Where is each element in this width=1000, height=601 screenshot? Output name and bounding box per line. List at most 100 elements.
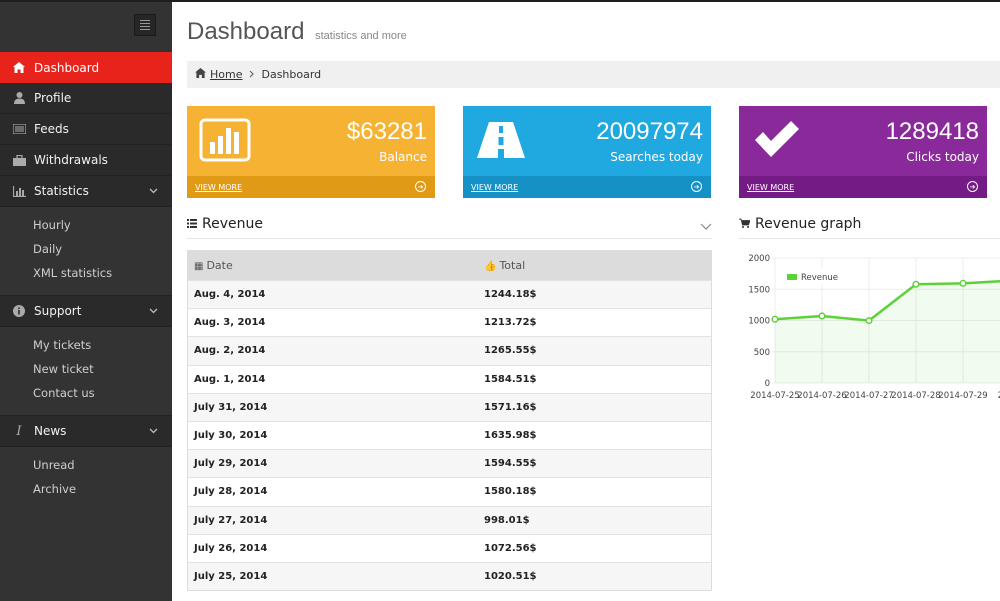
breadcrumb-current: Dashboard <box>261 68 322 81</box>
submenu-item-new-ticket[interactable]: New ticket <box>33 362 94 376</box>
checkmark-icon <box>751 118 803 166</box>
list-icon <box>187 218 197 231</box>
road-icon <box>475 118 527 166</box>
legend-box <box>782 268 844 285</box>
sidebar-item-label: Dashboard <box>34 60 100 75</box>
bar-chart-icon <box>199 118 251 166</box>
submenu-item-my-tickets[interactable]: My tickets <box>33 338 92 352</box>
cell-total: 1580.18$ <box>484 486 537 498</box>
chevron-down-icon <box>149 426 158 437</box>
cell-total: 1213.72$ <box>484 317 537 329</box>
calendar-icon: ▦ <box>194 261 204 272</box>
bar-chart-icon <box>12 184 26 198</box>
table-row: Aug. 3, 2014 1213.72$ <box>188 308 711 337</box>
page-title-text: Dashboard <box>187 18 305 45</box>
sidebar: Dashboard Profile Feeds Withdrawals Stat… <box>0 0 172 601</box>
submenu-item-hourly[interactable]: Hourly <box>33 218 71 232</box>
series-area <box>775 281 1000 383</box>
breadcrumb: Home Dashboard <box>187 61 1000 88</box>
sidebar-item-label: News <box>34 424 67 438</box>
cell-date: Aug. 4, 2014 <box>194 289 266 301</box>
card-value: 1289418 <box>885 118 979 145</box>
x-tick-label: 2014-07-28 <box>891 391 940 401</box>
submenu-item-archive[interactable]: Archive <box>33 482 77 496</box>
sidebar-item-dashboard[interactable]: Dashboard <box>0 52 172 83</box>
table-body: Aug. 4, 2014 1244.18$ Aug. 3, 2014 1213.72$… <box>188 280 711 591</box>
cell-total: 1584.51$ <box>484 373 537 385</box>
view-more-link[interactable]: VIEW MORE ➔ <box>187 176 435 198</box>
collapse-chevron-icon[interactable] <box>700 220 712 233</box>
card-label: Searches today <box>610 150 703 164</box>
arrow-right-circle-icon: ➔ <box>691 181 702 192</box>
x-tick-label: 2014- <box>998 391 1000 401</box>
home-icon <box>12 61 26 75</box>
y-tick-label: 1500 <box>748 285 770 295</box>
card-label: Clicks today <box>906 150 979 164</box>
view-more-text: VIEW MORE <box>747 182 795 192</box>
data-point <box>818 312 826 320</box>
revenue-table: ▦ Date 👍 Total Aug. 4, 2014 1244.18$ Aug. 3,… <box>187 250 712 592</box>
sidebar-item-support[interactable]: Support <box>0 296 172 327</box>
sidebar-item-statistics[interactable]: Statistics <box>0 176 172 207</box>
view-more-link[interactable]: VIEW MORE ➔ <box>739 176 987 198</box>
submenu-item-xml-statistics[interactable]: XML statistics <box>33 266 113 280</box>
cell-total: 998.01$ <box>484 514 530 526</box>
cell-date: July 30, 2014 <box>194 430 268 442</box>
stat-card-balance: $63281 Balance VIEW MORE ➔ <box>187 106 435 198</box>
main-content: Dashboard statistics and more Home Dashb… <box>172 0 1000 601</box>
sidebar-item-feeds[interactable]: Feeds <box>0 114 172 145</box>
cell-total: 1594.55$ <box>484 458 537 470</box>
table-row: Aug. 1, 2014 1584.51$ <box>188 364 711 393</box>
graph-title-text: Revenue graph <box>755 216 862 232</box>
data-point <box>959 279 967 287</box>
revenue-title: Revenue <box>187 216 263 232</box>
cell-date: Aug. 1, 2014 <box>194 373 266 385</box>
view-more-text: VIEW MORE <box>195 182 243 192</box>
cell-date: July 31, 2014 <box>194 401 268 413</box>
cell-total: 1265.55$ <box>484 345 537 357</box>
table-row: July 27, 2014 998.01$ <box>188 505 711 534</box>
support-submenu: My tickets New ticket Contact us <box>0 327 172 416</box>
italic-icon: I <box>16 423 22 439</box>
submenu-item-daily[interactable]: Daily <box>33 242 63 256</box>
divider <box>187 238 712 239</box>
table-header: ▦ Date 👍 Total <box>188 251 711 280</box>
breadcrumb-home-link[interactable]: Home <box>210 68 243 81</box>
y-tick-label: 500 <box>754 348 770 358</box>
series-line-revenue <box>774 280 1000 322</box>
submenu-item-unread[interactable]: Unread <box>33 458 75 472</box>
sidebar-item-label: Support <box>34 304 82 318</box>
view-more-link[interactable]: VIEW MORE ➔ <box>463 176 711 198</box>
arrow-right-circle-icon: ➔ <box>967 181 978 192</box>
table-row: July 31, 2014 1571.16$ <box>188 392 711 421</box>
cell-total: 1072.56$ <box>484 542 537 554</box>
column-header-label: Total <box>499 259 526 272</box>
sidebar-item-profile[interactable]: Profile <box>0 83 172 114</box>
x-tick-label: 2014-07-25 <box>750 391 799 401</box>
table-row: July 26, 2014 1072.56$ <box>188 533 711 562</box>
cell-total: 1244.18$ <box>484 289 537 301</box>
column-header-date[interactable]: ▦ Date <box>188 259 484 272</box>
revenue-title-text: Revenue <box>202 216 263 232</box>
data-point <box>912 280 920 288</box>
card-value: $63281 <box>346 118 427 145</box>
x-tick-label: 2014-07-29 <box>938 391 987 401</box>
sidebar-item-label: Feeds <box>34 122 69 136</box>
stat-card-clicks: 1289418 Clicks today VIEW MORE ➔ <box>739 106 987 198</box>
chevron-down-icon <box>149 186 158 197</box>
news-submenu: Unread Archive <box>0 447 172 511</box>
menu-toggle-button[interactable] <box>134 14 156 36</box>
sidebar-item-withdrawals[interactable]: Withdrawals <box>0 145 172 176</box>
cell-date: July 29, 2014 <box>194 458 268 470</box>
column-header-label: Date <box>206 259 233 272</box>
sidebar-item-news[interactable]: I News <box>0 416 172 447</box>
submenu-item-contact-us[interactable]: Contact us <box>33 386 95 400</box>
table-row: July 25, 2014 1020.51$ <box>188 561 711 591</box>
chevron-down-icon <box>149 306 158 317</box>
data-point <box>771 315 779 323</box>
thumbs-up-icon: 👍 <box>484 261 497 272</box>
sidebar-item-label: Profile <box>34 91 72 105</box>
cell-total: 1020.51$ <box>484 570 537 582</box>
column-header-total[interactable]: 👍 Total <box>484 259 711 272</box>
chevron-right-icon <box>249 68 255 81</box>
